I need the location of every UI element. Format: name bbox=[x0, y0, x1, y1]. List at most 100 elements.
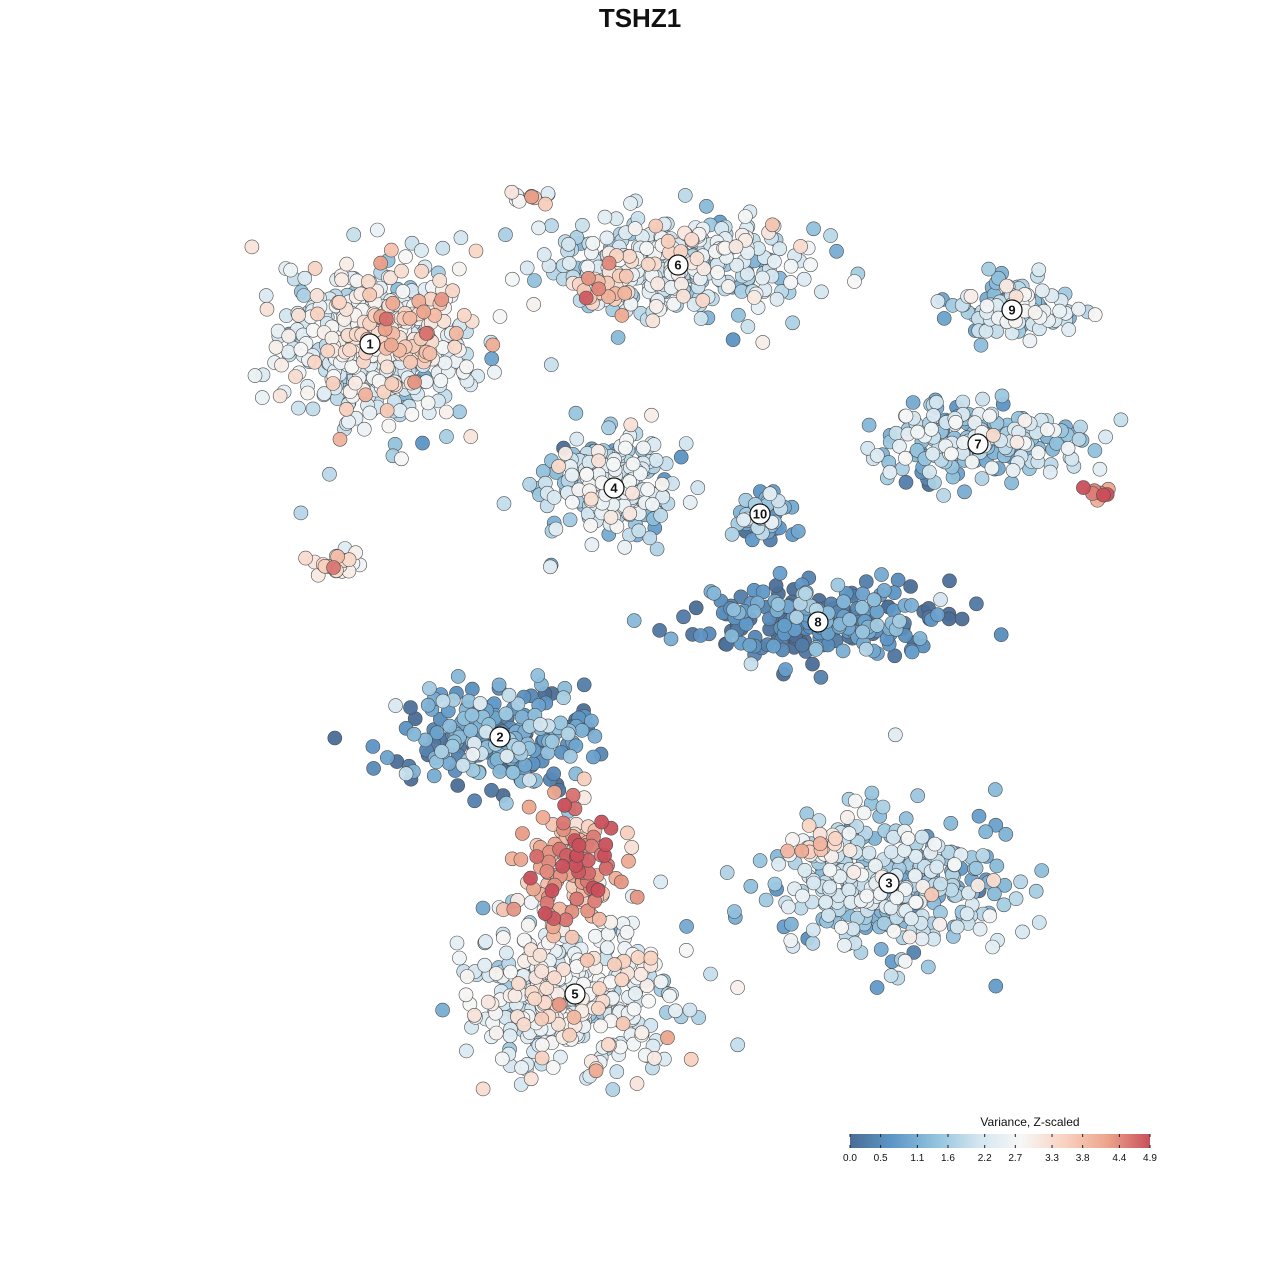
cell-point bbox=[600, 1037, 616, 1052]
cell-point bbox=[610, 330, 626, 345]
cell-point bbox=[914, 829, 930, 845]
cell-point bbox=[988, 978, 1004, 994]
cell-point bbox=[394, 263, 409, 279]
cell-point bbox=[1030, 445, 1046, 461]
cell-point bbox=[643, 950, 659, 966]
cell-point bbox=[568, 405, 584, 421]
cell-point bbox=[280, 344, 296, 360]
cell-point bbox=[583, 491, 599, 507]
cell-point bbox=[322, 466, 337, 482]
cell-point bbox=[420, 395, 436, 411]
cell-point bbox=[542, 559, 558, 575]
cell-point bbox=[842, 843, 858, 858]
cell-point bbox=[677, 188, 693, 203]
cell-point bbox=[435, 240, 451, 256]
cell-point bbox=[624, 839, 640, 855]
cell-point bbox=[346, 227, 362, 242]
cell-point bbox=[767, 876, 783, 892]
cell-point bbox=[972, 921, 988, 937]
cell-point bbox=[523, 1071, 539, 1087]
cell-point bbox=[618, 440, 633, 456]
cell-point bbox=[516, 1017, 532, 1032]
cell-point bbox=[907, 868, 923, 884]
cell-point bbox=[660, 233, 676, 249]
cell-point bbox=[908, 894, 924, 910]
cell-point bbox=[324, 330, 340, 346]
cell-point bbox=[743, 878, 759, 894]
cell-point bbox=[591, 453, 606, 469]
cell-point bbox=[398, 766, 414, 782]
cell-point bbox=[925, 446, 941, 462]
cell-point bbox=[1052, 303, 1067, 319]
legend-color-bar bbox=[850, 1134, 1150, 1148]
color-legend: Variance, Z-scaled 0.0 0.5 1.1 1.6 2.2 2.7 3.3… bbox=[843, 1115, 1157, 1164]
cell-point bbox=[258, 288, 274, 303]
cell-point bbox=[930, 607, 945, 623]
cell-point bbox=[929, 394, 944, 410]
cell-point bbox=[557, 797, 572, 813]
legend-tick-label: 3.8 bbox=[1076, 1153, 1090, 1164]
cell-point bbox=[488, 966, 504, 981]
cell-point bbox=[777, 618, 792, 633]
cell-point bbox=[647, 1051, 662, 1066]
cell-point bbox=[933, 876, 948, 892]
cell-point bbox=[574, 723, 590, 738]
cell-point bbox=[288, 369, 303, 384]
cell-point bbox=[842, 612, 857, 628]
cell-point bbox=[539, 864, 555, 879]
cell-point bbox=[910, 424, 926, 440]
cell-point bbox=[996, 897, 1012, 913]
cell-point bbox=[847, 793, 863, 809]
cell-point bbox=[449, 935, 465, 951]
cell-point bbox=[930, 294, 946, 309]
cell-point bbox=[373, 255, 389, 271]
legend-tick-label: 2.2 bbox=[978, 1153, 992, 1164]
cell-point bbox=[912, 631, 928, 646]
cell-point bbox=[645, 497, 660, 512]
cell-point bbox=[475, 1081, 491, 1097]
cell-point bbox=[564, 467, 580, 483]
cell-point bbox=[534, 964, 550, 979]
cell-point bbox=[465, 747, 481, 762]
cluster-label-text: 5 bbox=[571, 987, 578, 1002]
cell-point bbox=[625, 456, 641, 472]
cell-point bbox=[480, 994, 496, 1010]
cell-point bbox=[591, 911, 607, 927]
cluster-label-text: 9 bbox=[1008, 303, 1015, 318]
chart-title: TSHZ1 bbox=[599, 3, 681, 33]
cell-point bbox=[695, 293, 711, 308]
cell-point bbox=[822, 879, 838, 895]
cell-point bbox=[654, 476, 670, 492]
cell-point bbox=[546, 490, 562, 505]
cell-point bbox=[892, 438, 907, 454]
cell-point bbox=[948, 414, 964, 430]
cell-point bbox=[975, 848, 991, 863]
cell-point bbox=[534, 1011, 550, 1027]
cell-point bbox=[609, 1064, 625, 1079]
cell-point bbox=[398, 249, 413, 265]
cell-point bbox=[485, 337, 501, 353]
cell-point bbox=[581, 270, 596, 286]
cell-point bbox=[796, 271, 812, 287]
cell-point bbox=[740, 319, 756, 334]
cell-point bbox=[562, 1027, 577, 1043]
cell-point bbox=[584, 713, 599, 729]
cell-point bbox=[309, 288, 325, 303]
cell-point bbox=[450, 778, 466, 793]
cell-point bbox=[536, 247, 552, 262]
cell-point bbox=[868, 858, 883, 874]
cell-point bbox=[793, 239, 808, 254]
cell-point bbox=[653, 508, 669, 523]
cell-point bbox=[414, 243, 429, 258]
cell-point bbox=[727, 904, 742, 919]
cell-point bbox=[932, 916, 948, 932]
cell-point bbox=[859, 888, 875, 904]
cell-point bbox=[515, 826, 530, 841]
cell-point bbox=[334, 272, 350, 288]
cell-point bbox=[730, 1037, 746, 1053]
cell-point bbox=[999, 278, 1014, 294]
cell-point bbox=[532, 947, 548, 963]
cell-point bbox=[986, 873, 1001, 888]
cell-point bbox=[519, 260, 535, 276]
